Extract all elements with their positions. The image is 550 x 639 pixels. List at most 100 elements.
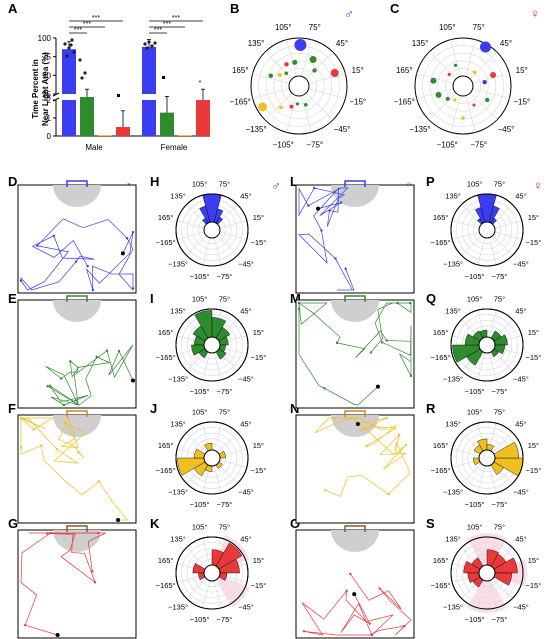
bar-male-s0-lower [62,100,76,136]
bubble-marker [461,116,465,120]
polar-angle-label: −165° [230,98,251,107]
track-point [36,244,39,247]
panel-letter-d: D [8,174,17,189]
polar-grid-spoke [186,578,207,599]
track-point [355,416,359,420]
polar-angle-label: −135° [245,125,266,134]
track-point [86,265,89,268]
track-point [385,339,388,342]
panel-letter-m: M [290,291,301,306]
track-point [334,257,337,260]
polar-angle-label: −105° [273,141,294,150]
polar-angle-label: −45° [238,603,254,612]
track-point [396,301,399,305]
track-endpoint [55,633,60,637]
polar-angle-label: 45° [336,39,348,48]
data-point [65,54,69,58]
polar-grid-spoke [305,51,334,80]
y-tick-label: 0 [47,132,52,141]
track-point [380,341,384,344]
polar-angle-label: −45° [334,125,351,134]
panel-g-track [17,525,137,639]
track-endpoint [316,206,321,211]
polar-grid-spoke [217,432,238,453]
polar-center-ring [478,221,496,239]
polar-center-ring [478,449,496,467]
polar-angle-label: 135° [445,535,461,544]
polar-angle-label: −105° [465,500,485,509]
panel-n-track [295,410,415,524]
polar-grid-ring [181,542,243,604]
polar-grid-spoke [469,51,498,80]
bubble-marker [430,77,437,84]
polar-angle-label: −135° [443,603,463,612]
polar-angle-label: −165° [156,353,176,362]
polar-angle-label: −105° [465,272,485,281]
polar-grid-spoke [213,423,222,451]
polar-grid-spoke [450,39,461,77]
polar-angle-label: 45° [515,307,526,316]
shaded-sector [467,579,507,613]
polar-grid-spoke [452,220,480,229]
polar-angle-label: 135° [170,535,186,544]
panel-letter-k: K [150,516,160,531]
polar-angle-label: −75° [492,387,508,396]
polar-grid-spoke [202,580,211,608]
data-point [83,71,87,75]
polar-angle-label: 135° [412,39,429,48]
polar-outer-ring [450,308,524,382]
polar-angle-label: −75° [217,615,233,624]
polar-angle-label: −165° [394,98,415,107]
polar-angle-label: 15° [253,213,264,222]
bubble-marker [284,62,289,67]
track-point [91,288,95,292]
polar-angle-label: 45° [240,307,251,316]
movement-track [301,573,412,636]
bubble-marker [279,105,283,110]
panel-q-rose: 105° 75° 45° 15° −15° −45° −75° −105°−135° −165°… [431,294,542,396]
movement-track [298,187,355,291]
polar-grid-spoke [488,310,497,338]
polar-angle-label: 15° [352,66,364,75]
track-point [302,630,306,633]
polar-outer-ring [175,308,249,382]
polar-angle-label: 165° [158,213,174,222]
panel-i-rose: 105° 75° 45° 15° −15° −45° −75° −105°−135° −165°… [156,294,267,396]
polar-grid-spoke [202,538,211,566]
track-point [63,421,66,424]
panel-o-track [295,525,415,639]
polar-angle-label: −15° [250,238,266,247]
polar-angle-label: −135° [168,260,188,269]
track-endpoint [116,518,121,522]
panel-letter-p: P [426,174,435,189]
polar-angle-label: 105° [192,522,208,531]
polar-outer-ring [450,536,524,610]
track-point [345,589,348,593]
track-point [398,433,401,437]
polar-grid-spoke [494,220,522,229]
polar-angle-label: 105° [192,179,208,188]
polar-grid-ring [437,60,489,112]
y-tick-label: 50 [42,71,51,80]
track-point [323,387,326,390]
x-category-label: Male [85,143,103,152]
data-point [67,46,71,50]
polar-grid-spoke [428,51,457,80]
polar-angle-label: −45° [238,488,254,497]
polar-center-ring [203,221,221,239]
data-point: * [199,80,202,87]
polar-angle-label: 135° [445,307,461,316]
track-point [96,531,100,535]
track-point [74,260,78,263]
polar-angle-label: 105° [467,407,483,416]
light-source-bracket [344,180,366,187]
movement-track [20,532,106,636]
polar-center-ring [203,336,221,354]
polar-grid-spoke [213,580,222,608]
polar-angle-label: 165° [158,556,174,565]
movement-track [314,417,411,497]
polar-angle-label: 15° [528,441,539,450]
polar-angle-label: 75° [219,522,230,531]
polar-grid-spoke [492,235,513,256]
polar-angle-label: 75° [219,179,230,188]
